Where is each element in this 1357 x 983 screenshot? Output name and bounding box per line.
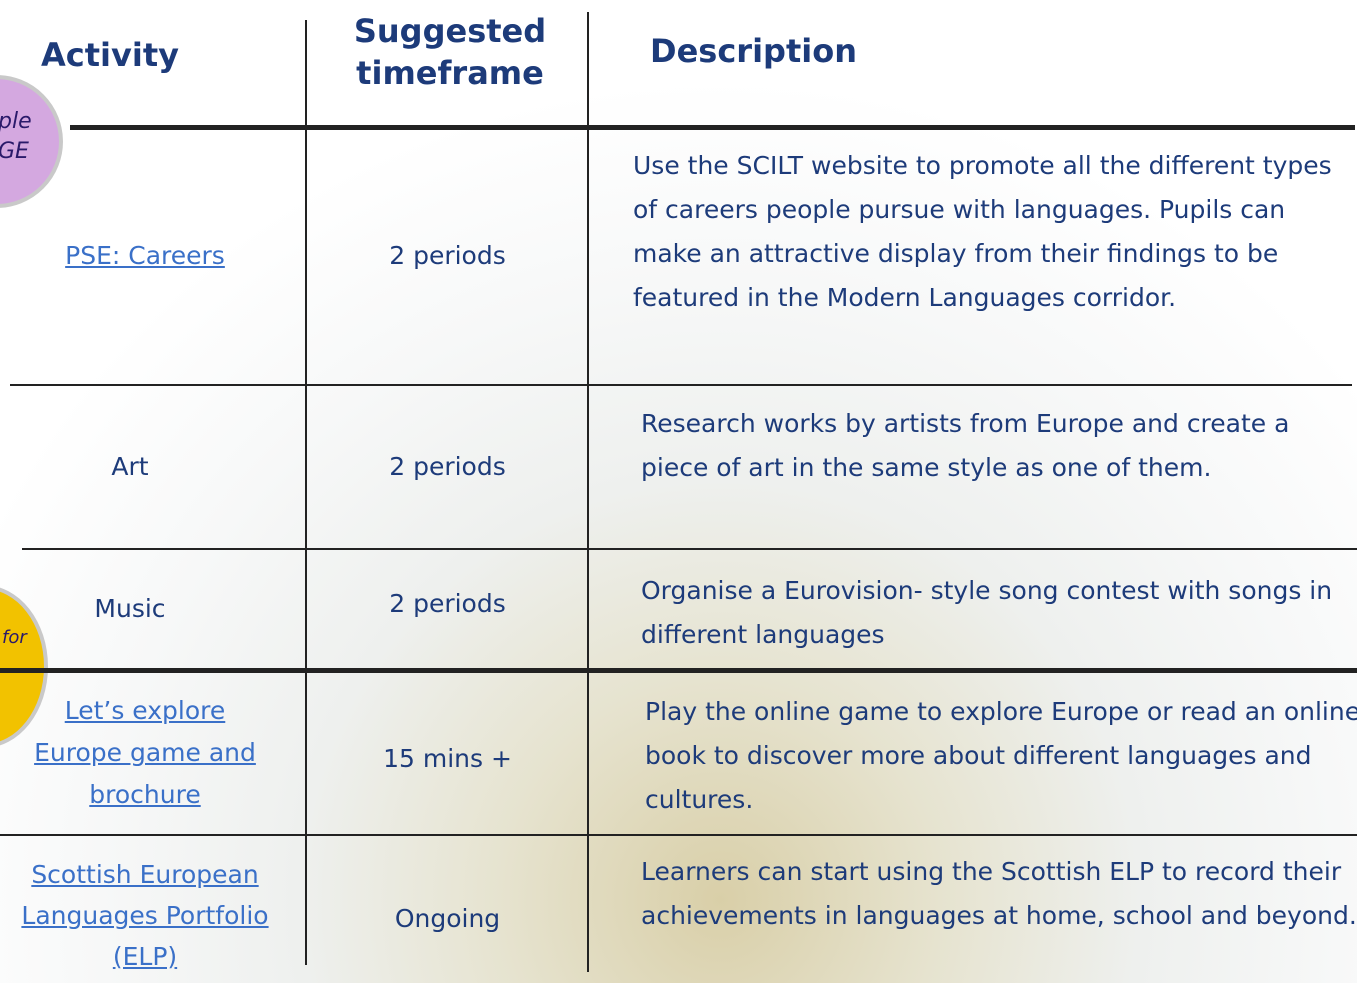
badge-text: GE — [0, 139, 29, 164]
activity-cell: Music — [94, 594, 166, 623]
header-activity: Activity — [41, 36, 179, 74]
row-line — [10, 384, 1352, 386]
activity-link[interactable]: Let’s explore Europe game and brochure — [34, 696, 256, 809]
description-cell: Learners can start using the Scottish EL… — [641, 857, 1357, 930]
activity-cell: Let’s explore Europe game and brochure — [0, 672, 290, 834]
header-description: Description — [650, 32, 857, 70]
activity-link[interactable]: Scottish European Languages Portfolio (E… — [21, 859, 269, 971]
description-cell: Research works by artists from Europe an… — [641, 409, 1290, 482]
timeframe-cell: 2 periods — [389, 589, 506, 618]
timeframe-cell: Ongoing — [394, 904, 501, 933]
timeframe-cell: 2 periods — [389, 452, 506, 481]
description-cell: Use the SCILT website to promote all the… — [633, 151, 1332, 312]
row-line — [0, 834, 1357, 836]
badge-text: for — [2, 627, 27, 648]
row-line — [22, 548, 1357, 550]
timeframe-cell: 2 periods — [389, 241, 506, 270]
row-line — [70, 125, 1355, 130]
column-line — [587, 12, 589, 972]
row-line — [0, 668, 1357, 673]
badge-text: ple — [0, 109, 32, 134]
header-timeframe: Suggested timeframe — [353, 12, 547, 92]
activity-cell: Scottish European Languages Portfolio (E… — [0, 850, 290, 980]
description-cell: Organise a Eurovision- style song contes… — [641, 576, 1333, 649]
activity-link[interactable]: PSE: Careers — [65, 241, 225, 270]
activity-cell: Art — [111, 452, 149, 481]
activity-cell: PSE: Careers — [0, 128, 290, 384]
timeframe-cell: 15 mins + — [383, 744, 512, 773]
description-cell: Play the online game to explore Europe o… — [645, 697, 1357, 814]
column-line — [305, 20, 307, 965]
